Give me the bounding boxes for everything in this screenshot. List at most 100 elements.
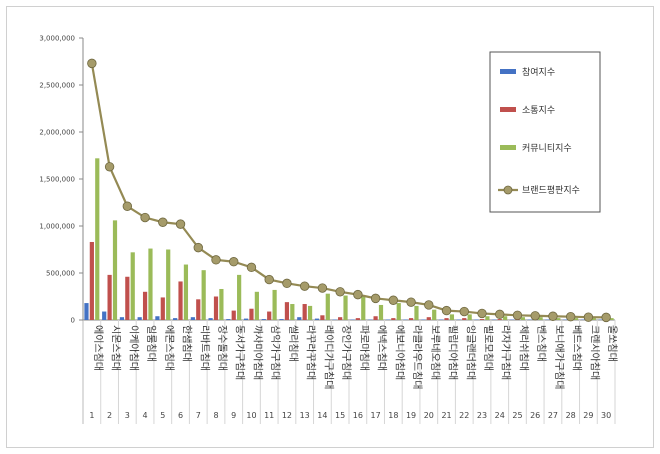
rank-label-27: 27	[548, 411, 558, 420]
bar-3-2	[112, 220, 118, 320]
category-label-17: 에넥스침대	[376, 325, 388, 371]
bar-2-17	[373, 316, 378, 320]
rank-label-7: 7	[196, 411, 201, 420]
category-label-21: 필립디아침대	[447, 325, 460, 380]
legend-label-4: 브랜드평판지수	[522, 185, 580, 196]
reputation-point-6	[175, 219, 186, 229]
category-label-1: 에이스침대	[92, 325, 104, 371]
bar-2-15	[338, 317, 343, 320]
y-tick-label: 2,000,000	[39, 129, 75, 137]
bar-2-7	[196, 299, 201, 320]
bar-3-18	[396, 303, 401, 320]
bar-1-3	[119, 317, 125, 320]
category-label-6: 한샘침대	[181, 325, 193, 362]
category-label-30: 올쏘침대	[606, 325, 618, 362]
bar-3-25	[520, 317, 525, 320]
rank-label-11: 11	[264, 411, 274, 420]
bar-3-20	[432, 309, 437, 320]
bar-3-27	[556, 318, 561, 320]
category-label-3: 이케아침대	[127, 325, 139, 371]
category-label-18: 에보니아침대	[393, 325, 405, 380]
reputation-point-17	[370, 293, 381, 304]
rank-label-12: 12	[282, 411, 292, 420]
bar-1-23	[474, 319, 479, 320]
rank-label-15: 15	[335, 411, 345, 420]
bar-3-7	[201, 270, 206, 320]
bar-3-14	[325, 293, 330, 320]
bar-3-10	[254, 291, 259, 320]
bar-3-9	[237, 274, 242, 320]
bar-1-9	[226, 319, 231, 320]
bar-3-5	[166, 249, 171, 320]
bar-1-12	[279, 319, 284, 320]
category-label-25: 체리쉬침대	[517, 325, 529, 371]
bar-3-6	[183, 264, 189, 320]
bar-1-26	[527, 319, 532, 320]
bar-1-19	[403, 319, 408, 320]
y-tick-label: 2,500,000	[39, 82, 75, 90]
reputation-point-11	[264, 274, 274, 285]
bar-1-5	[155, 316, 160, 320]
bar-1-4	[137, 317, 142, 320]
reputation-point-24	[495, 309, 505, 320]
category-label-2: 시몬스침대	[110, 325, 122, 371]
rank-label-4: 4	[143, 411, 148, 420]
y-tick-label: 0	[71, 317, 75, 325]
reputation-point-3	[122, 201, 133, 211]
rank-label-1: 1	[89, 411, 94, 420]
bar-1-30	[598, 319, 603, 320]
bar-1-18	[385, 319, 391, 320]
category-label-8: 장수돌침대	[216, 325, 228, 371]
bar-2-10	[249, 308, 254, 320]
bar-1-2	[102, 311, 107, 320]
bar-1-25	[509, 319, 515, 320]
bar-3-22	[467, 314, 472, 320]
reputation-point-5	[158, 217, 168, 227]
reputation-point-12	[282, 278, 292, 289]
bar-2-14	[320, 315, 325, 320]
bar-3-15	[343, 295, 348, 320]
rank-label-29: 29	[583, 411, 593, 420]
bar-3-8	[219, 288, 224, 320]
category-label-10: 까사미아침대	[251, 325, 263, 380]
bar-3-16	[361, 296, 366, 320]
bar-3-17	[378, 304, 384, 320]
reputation-point-1	[87, 58, 97, 69]
category-label-28: 베드스침대	[571, 325, 583, 371]
bar-1-29	[580, 319, 586, 320]
bar-1-11	[261, 319, 266, 320]
rank-label-13: 13	[300, 411, 310, 420]
reputation-point-10	[246, 262, 257, 273]
bar-2-4	[142, 291, 148, 320]
bar-3-13	[307, 305, 313, 320]
category-label-15: 장인가구침대	[340, 325, 352, 380]
bar-1-6	[173, 318, 178, 320]
bar-2-23	[479, 319, 485, 320]
bar-2-13	[302, 304, 307, 320]
reputation-point-7	[193, 242, 203, 253]
bar-2-5	[160, 297, 165, 320]
legend-label-3: 커뮤니티지수	[522, 143, 572, 154]
bar-3-4	[148, 248, 153, 320]
y-tick-label: 3,000,000	[39, 35, 75, 43]
y-tick-label: 1,000,000	[39, 223, 75, 231]
reputation-point-28	[565, 312, 576, 322]
bar-1-7	[190, 317, 195, 320]
bar-1-8	[208, 318, 213, 320]
bar-3-26	[538, 317, 543, 320]
bar-3-12	[290, 304, 295, 320]
bar-2-22	[462, 318, 467, 320]
reputation-point-19	[406, 297, 416, 307]
rank-label-3: 3	[125, 411, 130, 420]
category-label-14: 레이디가구침대	[322, 325, 334, 389]
reputation-point-27	[548, 311, 558, 321]
category-label-20: 보루네오침대	[429, 325, 441, 380]
legend-label-1: 참여지수	[522, 66, 555, 78]
bar-2-8	[213, 296, 219, 320]
rank-label-26: 26	[530, 411, 540, 420]
reputation-point-13	[299, 281, 310, 291]
bar-2-20	[426, 317, 431, 320]
rank-label-2: 2	[107, 411, 112, 420]
bar-3-21	[449, 314, 455, 320]
